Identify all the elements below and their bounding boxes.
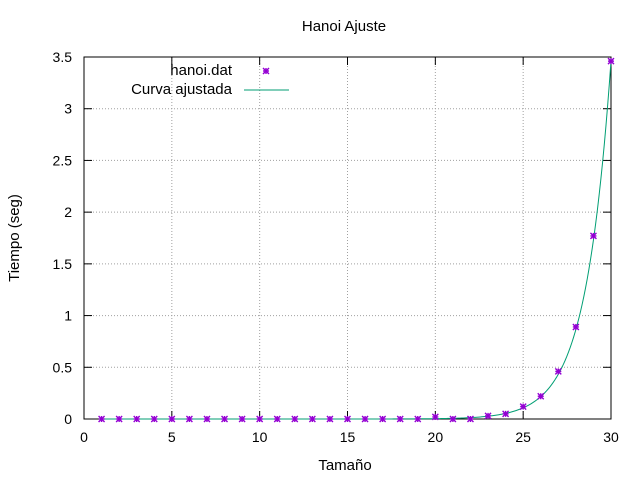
data-point <box>291 415 299 423</box>
data-point <box>396 415 404 423</box>
data-point <box>484 412 492 420</box>
data-point <box>379 415 387 423</box>
legend-label-points: hanoi.dat <box>170 62 233 79</box>
data-point <box>344 415 351 423</box>
x-tick-label: 15 <box>340 429 356 445</box>
data-point <box>572 323 580 331</box>
data-point <box>185 415 193 423</box>
x-tick-label: 10 <box>252 429 268 445</box>
data-point <box>308 415 316 423</box>
x-tick-label: 25 <box>515 429 531 445</box>
x-tick-label: 20 <box>428 429 444 445</box>
data-point <box>519 403 527 411</box>
data-point <box>554 367 562 375</box>
data-point <box>133 415 141 423</box>
x-tick-label: 30 <box>603 429 619 445</box>
data-point <box>203 415 211 423</box>
data-point <box>238 415 246 423</box>
data-point <box>502 410 510 418</box>
legend-marker-points <box>262 67 270 75</box>
y-tick-label: 2 <box>64 204 72 220</box>
y-tick-label: 1 <box>64 308 72 324</box>
x-tick-label: 5 <box>168 429 176 445</box>
legend: hanoi.dat Curva ajustada <box>131 62 289 98</box>
data-point <box>273 415 281 423</box>
legend-label-curve: Curva ajustada <box>131 81 233 98</box>
chart-title: Hanoi Ajuste <box>302 18 386 35</box>
y-axis-label: Tiempo (seg) <box>6 194 23 282</box>
data-point <box>466 415 474 423</box>
y-tick-label: 3 <box>64 101 72 117</box>
data-point <box>361 415 369 423</box>
x-axis-label: Tamaño <box>318 457 371 474</box>
y-tick-label: 0.5 <box>53 359 73 375</box>
data-point <box>414 415 422 423</box>
data-point <box>98 415 106 423</box>
data-point <box>431 413 439 421</box>
data-point <box>256 415 264 423</box>
y-tick-label: 1.5 <box>53 256 73 272</box>
data-point <box>150 415 158 423</box>
data-point <box>326 415 334 423</box>
y-tick-label: 2.5 <box>53 152 73 168</box>
y-tick-label: 0 <box>64 411 72 427</box>
data-point <box>537 392 545 400</box>
x-tick-label: 0 <box>80 429 88 445</box>
data-point <box>589 232 597 240</box>
data-points-layer <box>98 57 615 423</box>
axis-tick-labels: 0 5 10 15 20 25 30 0 0.5 1 1.5 2 2.5 3 3.5 <box>53 49 619 445</box>
data-point <box>449 415 457 423</box>
data-point <box>221 415 229 423</box>
data-point <box>607 57 615 65</box>
y-tick-label: 3.5 <box>53 49 73 65</box>
grid-lines <box>84 57 611 419</box>
data-point <box>168 415 176 423</box>
data-point <box>115 415 123 423</box>
